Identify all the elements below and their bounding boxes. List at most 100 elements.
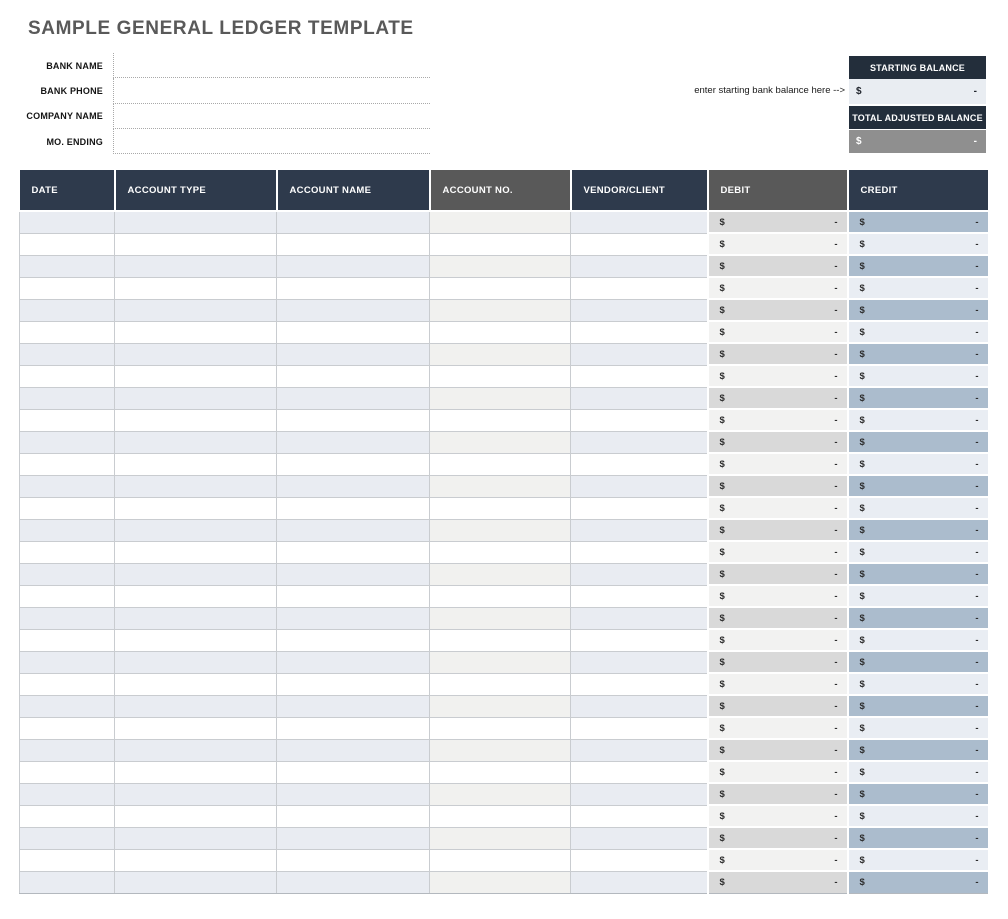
cell-account-name[interactable] <box>276 672 430 696</box>
cell-debit[interactable]: $ - <box>706 496 849 520</box>
cell-credit[interactable]: $ - <box>846 870 988 894</box>
cell-debit[interactable]: $ - <box>706 430 849 454</box>
cell-debit[interactable]: $ - <box>706 694 849 718</box>
cell-date[interactable] <box>19 584 115 608</box>
cell-account-name[interactable] <box>276 408 430 432</box>
cell-account-no[interactable] <box>429 782 571 806</box>
cell-account-no[interactable] <box>429 254 571 278</box>
cell-vendor-client[interactable] <box>570 848 708 872</box>
cell-account-type[interactable] <box>114 452 277 476</box>
cell-account-no[interactable] <box>429 298 571 322</box>
cell-debit[interactable]: $ - <box>706 518 849 542</box>
cell-vendor-client[interactable] <box>570 210 708 234</box>
cell-account-name[interactable] <box>276 738 430 762</box>
cell-account-type[interactable] <box>114 364 277 388</box>
cell-vendor-client[interactable] <box>570 254 708 278</box>
cell-account-no[interactable] <box>429 276 571 300</box>
cell-account-name[interactable] <box>276 364 430 388</box>
cell-debit[interactable]: $ - <box>706 320 849 344</box>
cell-account-name[interactable] <box>276 474 430 498</box>
cell-account-type[interactable] <box>114 694 277 718</box>
cell-date[interactable] <box>19 694 115 718</box>
cell-vendor-client[interactable] <box>570 298 708 322</box>
cell-date[interactable] <box>19 738 115 762</box>
cell-debit[interactable]: $ - <box>706 826 849 850</box>
cell-credit[interactable]: $ - <box>846 694 988 718</box>
cell-vendor-client[interactable] <box>570 430 708 454</box>
cell-vendor-client[interactable] <box>570 474 708 498</box>
cell-credit[interactable]: $ - <box>846 628 988 652</box>
cell-account-type[interactable] <box>114 562 277 586</box>
cell-account-no[interactable] <box>429 496 571 520</box>
cell-account-no[interactable] <box>429 364 571 388</box>
cell-credit[interactable]: $ - <box>846 650 988 674</box>
cell-account-type[interactable] <box>114 804 277 828</box>
cell-date[interactable] <box>19 408 115 432</box>
cell-account-type[interactable] <box>114 738 277 762</box>
cell-account-name[interactable] <box>276 320 430 344</box>
cell-credit[interactable]: $ - <box>846 298 988 322</box>
cell-vendor-client[interactable] <box>570 782 708 806</box>
cell-vendor-client[interactable] <box>570 540 708 564</box>
cell-account-type[interactable] <box>114 342 277 366</box>
cell-account-type[interactable] <box>114 716 277 740</box>
cell-account-type[interactable] <box>114 430 277 454</box>
cell-account-name[interactable] <box>276 782 430 806</box>
cell-vendor-client[interactable] <box>570 584 708 608</box>
cell-vendor-client[interactable] <box>570 562 708 586</box>
cell-vendor-client[interactable] <box>570 760 708 784</box>
cell-date[interactable] <box>19 364 115 388</box>
cell-account-no[interactable] <box>429 408 571 432</box>
cell-account-no[interactable] <box>429 232 571 256</box>
cell-debit[interactable]: $ - <box>706 298 849 322</box>
cell-credit[interactable]: $ - <box>846 408 988 432</box>
cell-account-type[interactable] <box>114 584 277 608</box>
cell-account-name[interactable] <box>276 430 430 454</box>
starting-balance-cell[interactable]: $ - <box>849 79 986 104</box>
cell-debit[interactable]: $ - <box>706 452 849 476</box>
company-name-field[interactable] <box>113 103 430 129</box>
cell-credit[interactable]: $ - <box>846 276 988 300</box>
cell-debit[interactable]: $ - <box>706 738 849 762</box>
cell-vendor-client[interactable] <box>570 364 708 388</box>
cell-date[interactable] <box>19 320 115 344</box>
cell-account-no[interactable] <box>429 518 571 542</box>
cell-account-name[interactable] <box>276 716 430 740</box>
cell-credit[interactable]: $ - <box>846 452 988 476</box>
cell-vendor-client[interactable] <box>570 386 708 410</box>
cell-credit[interactable]: $ - <box>846 848 988 872</box>
cell-credit[interactable]: $ - <box>846 342 988 366</box>
cell-debit[interactable]: $ - <box>706 804 849 828</box>
cell-account-name[interactable] <box>276 606 430 630</box>
cell-account-name[interactable] <box>276 562 430 586</box>
cell-date[interactable] <box>19 716 115 740</box>
cell-account-type[interactable] <box>114 518 277 542</box>
cell-account-name[interactable] <box>276 518 430 542</box>
cell-date[interactable] <box>19 254 115 278</box>
cell-account-no[interactable] <box>429 210 571 234</box>
cell-credit[interactable]: $ - <box>846 474 988 498</box>
cell-account-type[interactable] <box>114 826 277 850</box>
cell-account-type[interactable] <box>114 496 277 520</box>
cell-account-type[interactable] <box>114 320 277 344</box>
cell-vendor-client[interactable] <box>570 672 708 696</box>
cell-date[interactable] <box>19 496 115 520</box>
cell-date[interactable] <box>19 782 115 806</box>
cell-account-no[interactable] <box>429 738 571 762</box>
cell-date[interactable] <box>19 562 115 586</box>
cell-account-name[interactable] <box>276 276 430 300</box>
cell-date[interactable] <box>19 540 115 564</box>
cell-account-type[interactable] <box>114 540 277 564</box>
cell-account-name[interactable] <box>276 386 430 410</box>
cell-debit[interactable]: $ - <box>706 650 849 674</box>
cell-account-no[interactable] <box>429 804 571 828</box>
cell-account-no[interactable] <box>429 562 571 586</box>
cell-account-name[interactable] <box>276 826 430 850</box>
cell-account-type[interactable] <box>114 760 277 784</box>
cell-debit[interactable]: $ - <box>706 254 849 278</box>
cell-account-type[interactable] <box>114 672 277 696</box>
cell-account-type[interactable] <box>114 848 277 872</box>
cell-vendor-client[interactable] <box>570 738 708 762</box>
cell-credit[interactable]: $ - <box>846 804 988 828</box>
cell-date[interactable] <box>19 606 115 630</box>
